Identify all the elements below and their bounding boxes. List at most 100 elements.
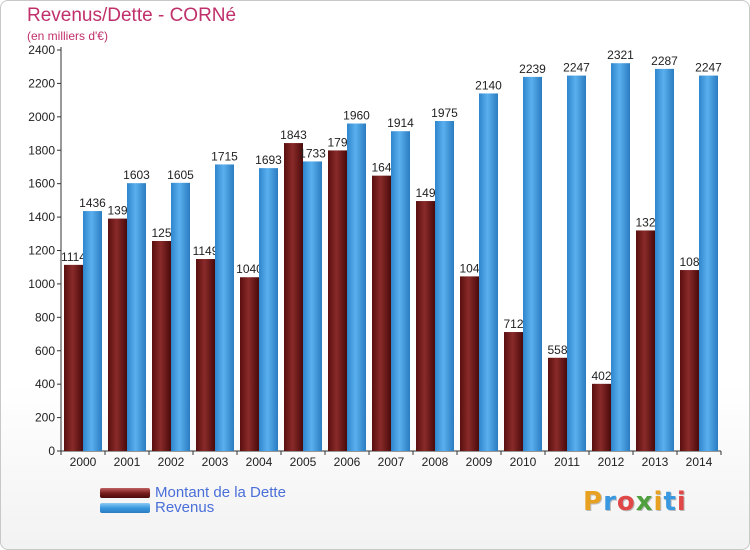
- logo-letter: x: [635, 487, 654, 517]
- legend-swatch-revenus: [100, 503, 150, 513]
- logo-letter: i: [676, 487, 687, 517]
- bar-revenus: [127, 183, 146, 452]
- data-label-debt: 149: [415, 186, 435, 200]
- data-label-debt: 139: [107, 204, 127, 218]
- x-tick-label: 2007: [378, 455, 405, 469]
- legend-swatch-debt: [100, 488, 150, 498]
- logo-letter: o: [616, 487, 636, 517]
- data-label-revenus: 2140: [475, 78, 502, 92]
- data-label-revenus: 1436: [79, 196, 106, 210]
- y-tick-label: 1200: [28, 244, 55, 258]
- data-label-revenus: 1733: [299, 146, 326, 160]
- data-label-revenus: 2287: [651, 54, 678, 68]
- x-tick-label: 2006: [334, 455, 361, 469]
- x-tick-label: 2009: [466, 455, 493, 469]
- bar-debt: [592, 383, 611, 451]
- logo-letter: P: [583, 487, 604, 517]
- bar-debt: [108, 218, 127, 451]
- data-label-revenus: 1693: [255, 153, 282, 167]
- data-label-debt: 402: [591, 369, 611, 383]
- data-label-revenus: 1603: [123, 168, 150, 182]
- data-label-debt: 108: [679, 255, 699, 269]
- x-tick-label: 2012: [598, 455, 625, 469]
- logo-letter: t: [663, 487, 677, 517]
- data-label-debt: 125: [151, 226, 171, 240]
- x-tick-label: 2008: [422, 455, 449, 469]
- data-label-debt: 1149: [193, 244, 219, 258]
- data-label-debt: 132: [635, 215, 655, 229]
- bar-debt: [504, 332, 523, 451]
- bar-debt: [64, 264, 83, 451]
- x-tick-label: 2011: [554, 455, 580, 469]
- bar-debt: [680, 270, 699, 451]
- bar-revenus: [611, 63, 630, 451]
- x-tick-label: 2013: [642, 455, 669, 469]
- y-tick-label: 2400: [28, 43, 55, 57]
- x-tick-label: 2000: [70, 455, 97, 469]
- bar-debt: [284, 143, 303, 451]
- bar-debt: [196, 259, 215, 451]
- logo-letter: r: [603, 487, 617, 517]
- x-tick-label: 2003: [202, 455, 229, 469]
- bar-revenus: [435, 121, 454, 452]
- x-tick-label: 2005: [290, 455, 317, 469]
- data-label-revenus: 1715: [211, 149, 238, 163]
- data-label-revenus: 1914: [387, 116, 414, 130]
- bar-revenus: [83, 211, 102, 451]
- data-label-revenus: 1605: [167, 168, 194, 182]
- data-label-revenus: 2239: [519, 62, 546, 76]
- bar-revenus: [523, 76, 542, 451]
- y-tick-label: 2200: [28, 76, 55, 90]
- x-tick-label: 2004: [246, 455, 273, 469]
- data-label-debt: 179: [327, 135, 347, 149]
- bar-debt: [328, 150, 347, 451]
- legend-label-debt: Montant de la Dette: [155, 484, 286, 501]
- bar-revenus: [347, 123, 366, 452]
- data-label-revenus: 1975: [431, 106, 458, 120]
- bar-debt: [240, 277, 259, 451]
- data-label-revenus: 1960: [343, 109, 370, 123]
- bar-debt: [372, 175, 391, 451]
- bar-revenus: [479, 93, 498, 452]
- data-label-debt: 1114: [61, 250, 86, 264]
- data-label-debt: 104: [459, 261, 479, 275]
- data-label-revenus: 2321: [607, 48, 634, 62]
- chart-title: Revenus/Dette - CORNé: [27, 5, 237, 26]
- bar-revenus: [171, 182, 190, 452]
- bar-revenus: [699, 75, 718, 451]
- bar-debt: [548, 357, 567, 451]
- bar-revenus: [655, 68, 674, 451]
- y-tick-label: 600: [35, 344, 55, 358]
- bar-revenus: [303, 161, 322, 451]
- bar-revenus: [259, 168, 278, 451]
- data-label-debt: 164: [371, 161, 391, 175]
- y-tick-label: 1400: [28, 210, 55, 224]
- x-tick-label: 2001: [114, 455, 141, 469]
- data-label-debt: 1040: [236, 262, 263, 276]
- data-label-debt: 1843: [280, 128, 307, 142]
- y-tick-label: 800: [35, 310, 55, 324]
- bar-revenus: [567, 75, 586, 451]
- bar-revenus: [215, 164, 234, 451]
- data-label-revenus: 2247: [695, 61, 722, 75]
- data-label-debt: 712: [503, 317, 523, 331]
- bar-debt: [636, 230, 655, 451]
- y-tick-label: 200: [35, 411, 55, 425]
- x-tick-label: 2010: [510, 455, 537, 469]
- bar-debt: [416, 201, 435, 451]
- bar-debt: [152, 240, 171, 451]
- bar-revenus: [391, 131, 410, 451]
- y-tick-label: 2000: [28, 110, 55, 124]
- proxiti-logo: Proxiti: [583, 487, 687, 517]
- y-tick-label: 1000: [28, 277, 55, 291]
- y-tick-label: 400: [35, 377, 55, 391]
- data-label-revenus: 2247: [563, 61, 590, 75]
- chart-subtitle: (en milliers d'€): [27, 29, 108, 43]
- x-tick-label: 2014: [686, 455, 713, 469]
- x-tick-label: 2002: [158, 455, 185, 469]
- logo-letter: i: [653, 487, 664, 517]
- legend-label-revenus: Revenus: [155, 499, 215, 516]
- bar-debt: [460, 276, 479, 451]
- data-label-debt: 558: [547, 343, 567, 357]
